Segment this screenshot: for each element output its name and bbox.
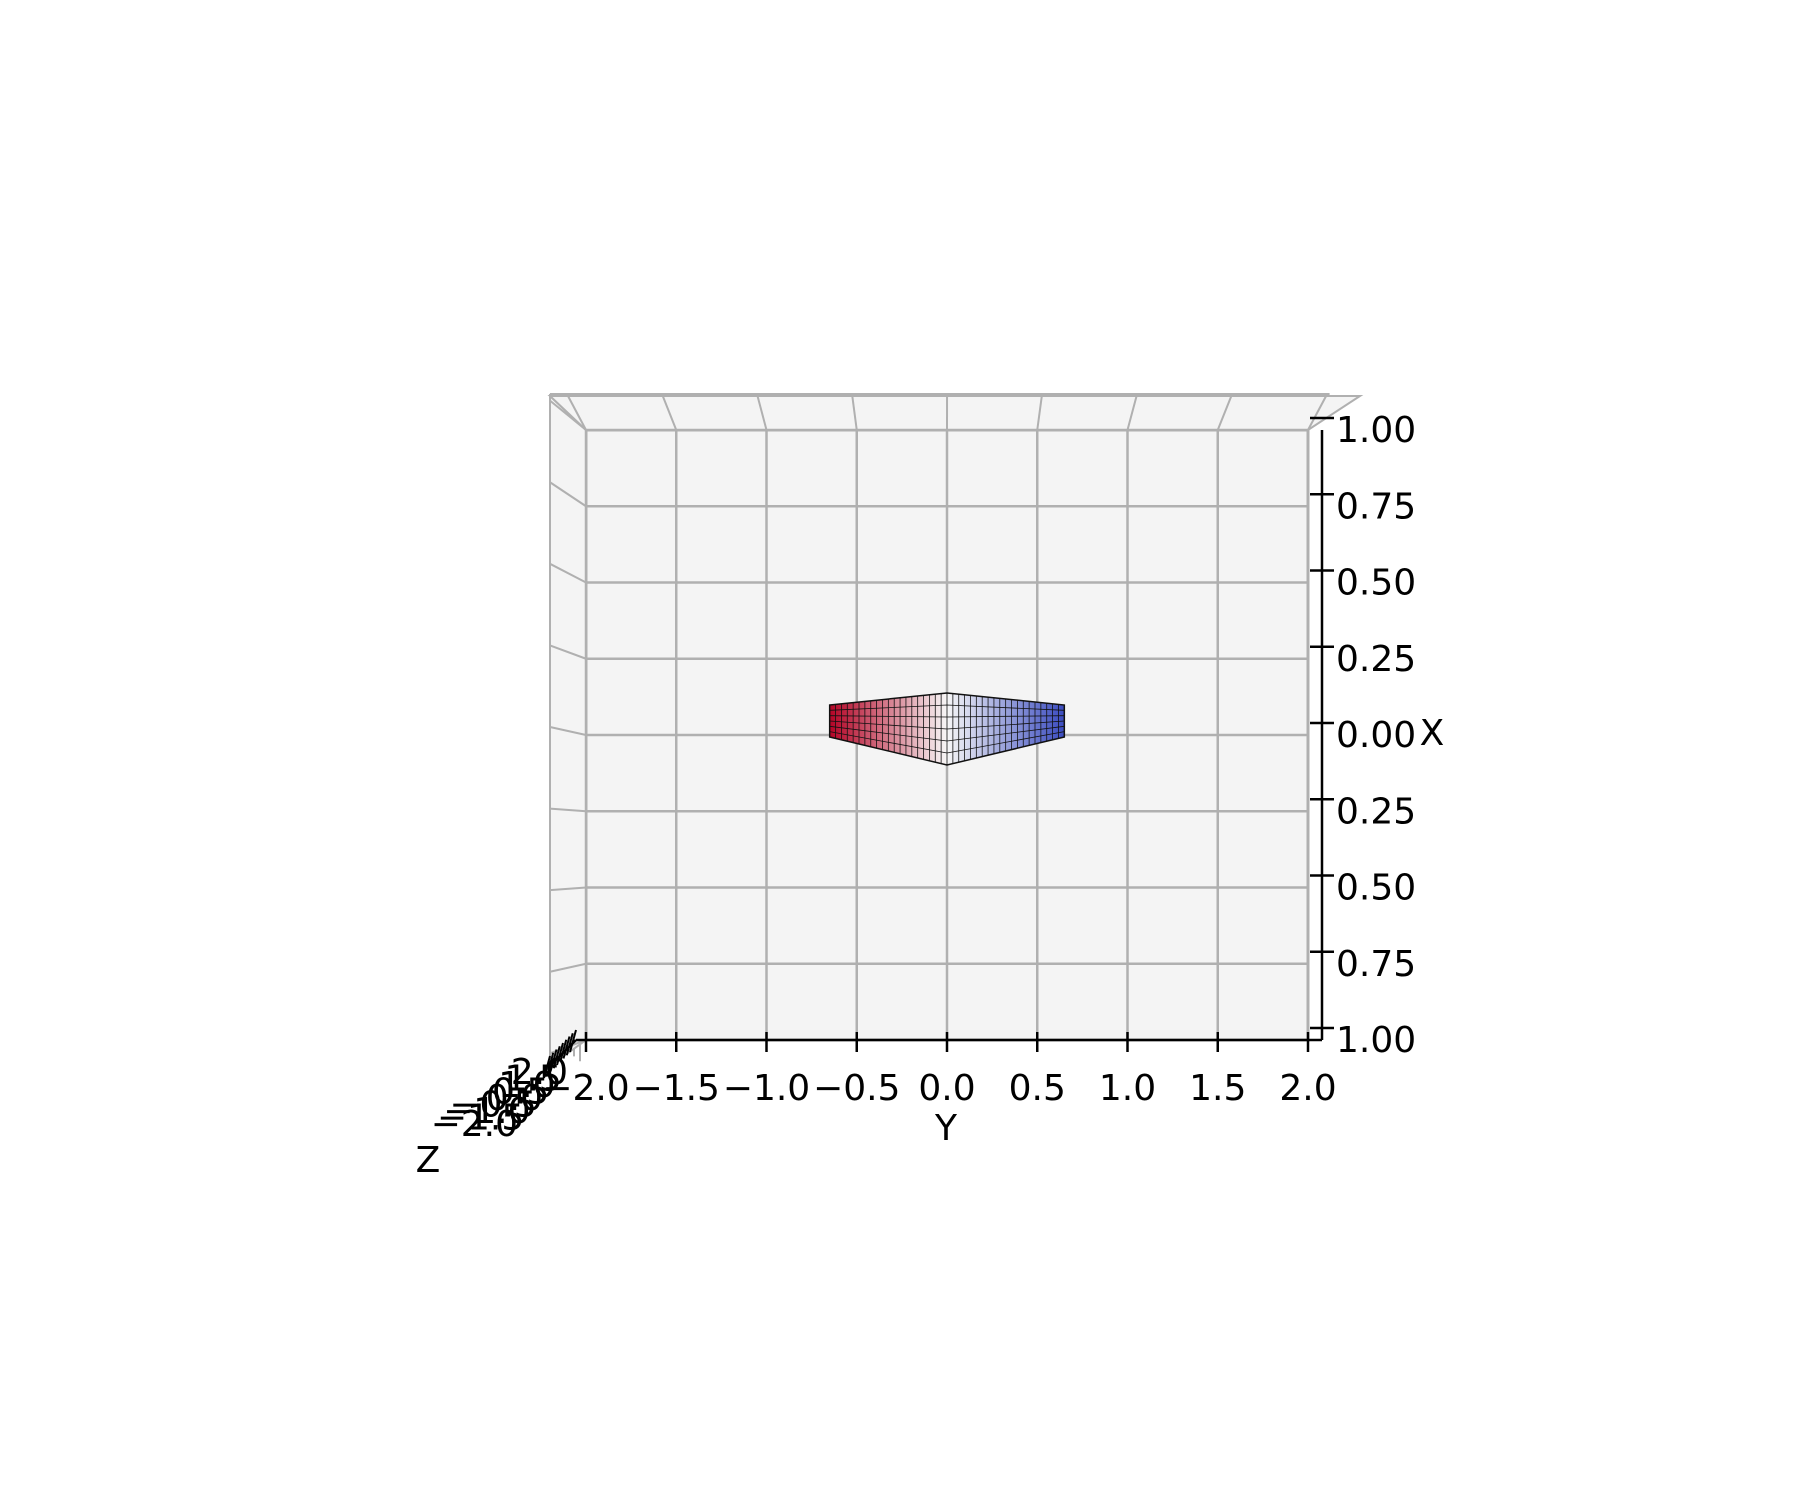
z-tick-label: 0.5: [492, 1072, 549, 1113]
surface-mesh-row: [829, 720, 1065, 730]
x-tick-label: 0.50: [1336, 868, 1416, 909]
y-tick-label: 0.5: [1009, 1068, 1066, 1109]
y-gridline-top: [1216, 395, 1233, 431]
y-gridline-top: [1036, 395, 1043, 431]
y-gridline-top: [1126, 395, 1138, 431]
z-tick-mark: [556, 1042, 564, 1066]
z-tick-label: 0.0: [486, 1078, 543, 1119]
y-tick-label: 2.0: [1279, 1068, 1336, 1109]
x-axis-label: X: [1420, 713, 1445, 754]
x-tick-label: 0.25: [1336, 639, 1416, 680]
z-tick-label: 2.0: [511, 1052, 568, 1093]
z-tick-mark: [569, 1029, 577, 1053]
z-tick-label: 1.0: [498, 1065, 555, 1106]
z-tick-mark: [562, 1036, 571, 1059]
x-gridline-left: [549, 962, 587, 973]
x-gridline-left: [549, 562, 587, 584]
x-tick-label: 0.75: [1336, 486, 1416, 527]
top-pane: [547, 395, 1364, 431]
x-axis-ticks: 1.00 0.75 0.50 0.25 0.00 0.25 0.50 0.75 1.00: [1310, 410, 1416, 1061]
y-tick-label: 1.0: [1099, 1068, 1156, 1109]
x-gridline-left: [549, 807, 587, 813]
z-tick-label: −2.0: [431, 1104, 518, 1145]
surface-mesh-row: [829, 725, 1065, 742]
y-gridline-top: [567, 395, 587, 431]
z-tick-mark: [543, 1055, 551, 1079]
z-tick-mark: [559, 1039, 568, 1063]
surface-mesh-row: [829, 731, 1065, 754]
z-tick-mark: [546, 1052, 555, 1076]
x-gridline-left: [549, 399, 587, 431]
x-tick-label: 1.00: [1336, 1020, 1416, 1061]
z-tick-label: −0.5: [449, 1085, 536, 1126]
z-axis-label: Z: [416, 1140, 441, 1181]
z-tick-label: −1.5: [437, 1098, 524, 1139]
y-tick-label: −2.0: [542, 1068, 629, 1109]
y-gridline-top: [851, 395, 858, 431]
y-axis-ticks: −2.0 −1.5 −1.0 −0.5 0.0 0.5 1.0 1.5 2.0: [542, 1032, 1337, 1109]
y-gridline-top: [1307, 395, 1327, 431]
x-tick-label: 0.25: [1336, 791, 1416, 832]
z-tick-label: −1.0: [443, 1091, 530, 1132]
z-tick-mark: [565, 1032, 574, 1056]
y-tick-label: 0.0: [918, 1068, 975, 1109]
x-tick-label: 0.50: [1336, 563, 1416, 604]
y-tick-label: −0.5: [813, 1068, 900, 1109]
x-gridline-left: [549, 644, 587, 660]
y-tick-label: −1.5: [633, 1068, 720, 1109]
y-tick-label: −1.0: [723, 1068, 810, 1109]
x-tick-label: 1.00: [1336, 410, 1416, 451]
y-axis-label: Y: [934, 1108, 958, 1149]
x-gridline-left: [549, 886, 587, 892]
z-tick-mark: [549, 1049, 558, 1072]
y-tick-label: 1.5: [1189, 1068, 1246, 1109]
x-tick-label: 0.00: [1336, 715, 1416, 756]
y-gridline-top: [756, 395, 768, 431]
z-tick-mark: [552, 1045, 561, 1069]
z-axis-ticks: −2.0−1.5−1.0−0.50.00.51.01.52.0: [431, 1029, 577, 1145]
x-gridline-left: [549, 726, 587, 736]
z-tick-label: 1.5: [504, 1059, 561, 1100]
x-tick-label: 0.75: [1336, 944, 1416, 985]
surface-mesh-row: [829, 704, 1065, 711]
surface: [828, 692, 1066, 766]
x-gridline-left: [549, 481, 587, 508]
surface-mesh-row: [829, 715, 1065, 718]
y-gridline-top: [661, 395, 678, 431]
